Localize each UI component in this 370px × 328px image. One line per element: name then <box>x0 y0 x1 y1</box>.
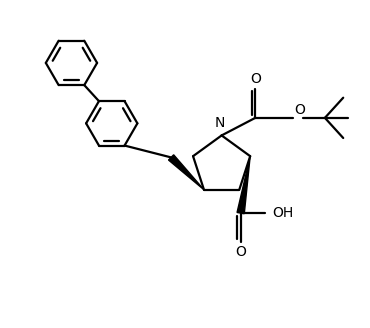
Polygon shape <box>237 156 250 214</box>
Text: O: O <box>294 103 305 117</box>
Text: O: O <box>235 245 246 259</box>
Text: O: O <box>250 72 261 86</box>
Polygon shape <box>168 155 204 190</box>
Text: N: N <box>215 116 225 130</box>
Text: OH: OH <box>272 206 293 220</box>
